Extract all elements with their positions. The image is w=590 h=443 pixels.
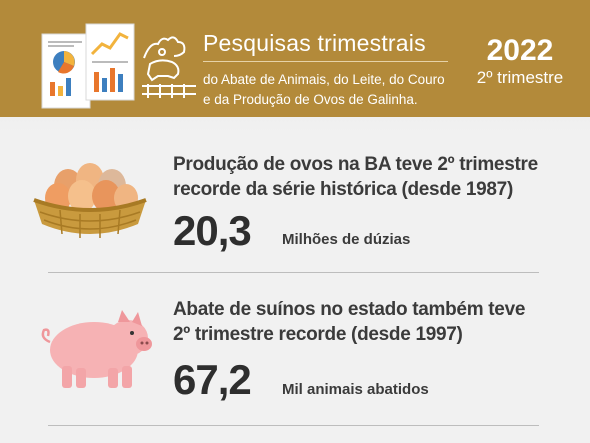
eggs-headline-line-2: recorde da série histórica (desde 1987) xyxy=(173,179,513,200)
eggs-headline: Produção de ovos na BA teve 2º trimestre… xyxy=(173,152,538,202)
eggs-headline-line-1: Produção de ovos na BA teve 2º trimestre xyxy=(173,154,538,175)
header-banner: Pesquisas trimestrais do Abate de Animai… xyxy=(0,0,590,117)
eggs-value: 20,3 xyxy=(173,207,252,254)
pigs-headline-line-1: Abate de suínos no estado também teve xyxy=(173,299,526,320)
pigs-unit: Mil animais abatidos xyxy=(282,381,429,398)
section-divider xyxy=(48,272,539,273)
egg-basket-icon xyxy=(33,163,147,238)
farm-animals-icon xyxy=(142,36,196,98)
year-label: 2022 xyxy=(486,34,554,67)
header-subtitle-line-2: e da Produção de Ovos de Galinha. xyxy=(203,92,418,107)
header-subtitle: do Abate de Animais, do Leite, do Couro … xyxy=(203,70,453,110)
quarter-label: 2º trimestre xyxy=(476,68,564,87)
header-divider xyxy=(203,61,448,62)
pigs-headline-line-2: 2º trimestre recorde (desde 1997) xyxy=(173,324,463,345)
header-subtitle-line-1: do Abate de Animais, do Leite, do Couro xyxy=(203,72,445,87)
pigs-value: 67,2 xyxy=(173,356,252,403)
header-title: Pesquisas trimestrais xyxy=(203,30,426,56)
section-divider-bottom xyxy=(48,425,539,426)
eggs-unit: Milhões de dúzias xyxy=(282,231,411,248)
report-documents-icon xyxy=(41,23,196,109)
pigs-headline: Abate de suínos no estado também teve 2º… xyxy=(173,297,525,347)
pig-icon xyxy=(41,310,152,388)
